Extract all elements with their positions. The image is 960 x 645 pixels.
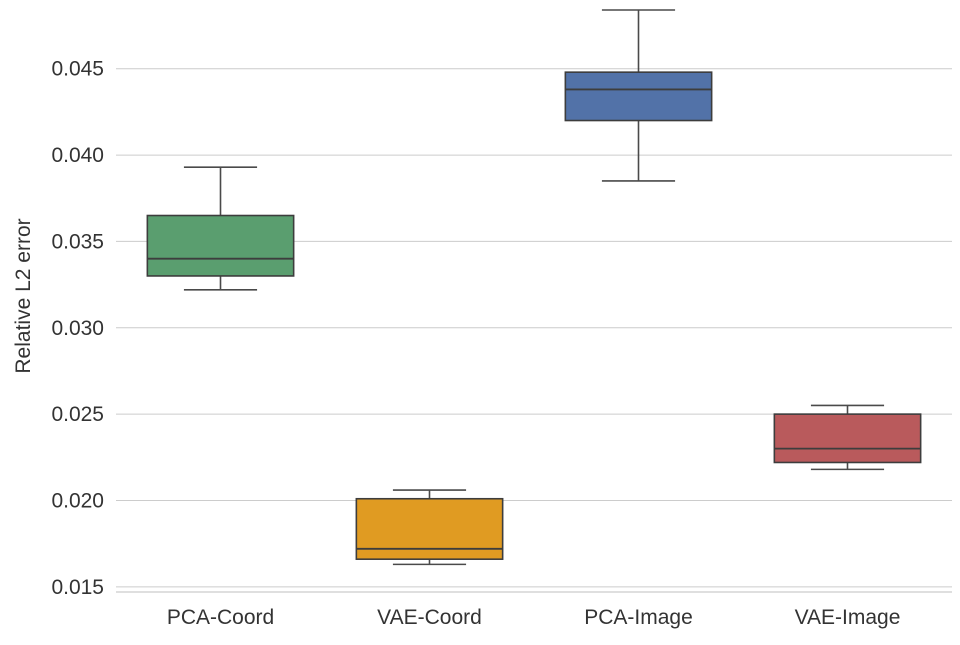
y-tick-label: 0.020 <box>51 489 104 512</box>
y-axis-label: Relative L2 error <box>12 218 35 373</box>
box-iqr <box>146 214 295 277</box>
x-tick-label-pca-coord: PCA-Coord <box>167 606 274 629</box>
x-tick-label-pca-image: PCA-Image <box>584 606 693 629</box>
labels: 0.015 0.020 0.025 0.030 0.035 0.040 0.045 Relat… <box>12 58 900 629</box>
y-tick-label: 0.030 <box>51 317 104 340</box>
x-tick-label-vae-coord: VAE-Coord <box>377 606 482 629</box>
y-tick-label: 0.045 <box>51 58 104 81</box>
y-tick-label: 0.035 <box>51 230 104 253</box>
box-iqr <box>773 413 922 464</box>
box-pca-image <box>564 9 713 182</box>
box-pca-coord <box>146 166 295 291</box>
x-tick-label-vae-image: VAE-Image <box>795 606 901 629</box>
y-tick-label: 0.015 <box>51 576 104 599</box>
box-vae-coord <box>355 489 504 566</box>
box-vae-image <box>773 404 922 471</box>
box-iqr <box>564 71 713 122</box>
grid-lines <box>116 68 952 588</box>
box-iqr <box>355 497 504 560</box>
y-tick-label: 0.025 <box>51 403 104 426</box>
y-tick-label: 0.040 <box>51 144 104 167</box>
boxes <box>146 9 922 566</box>
